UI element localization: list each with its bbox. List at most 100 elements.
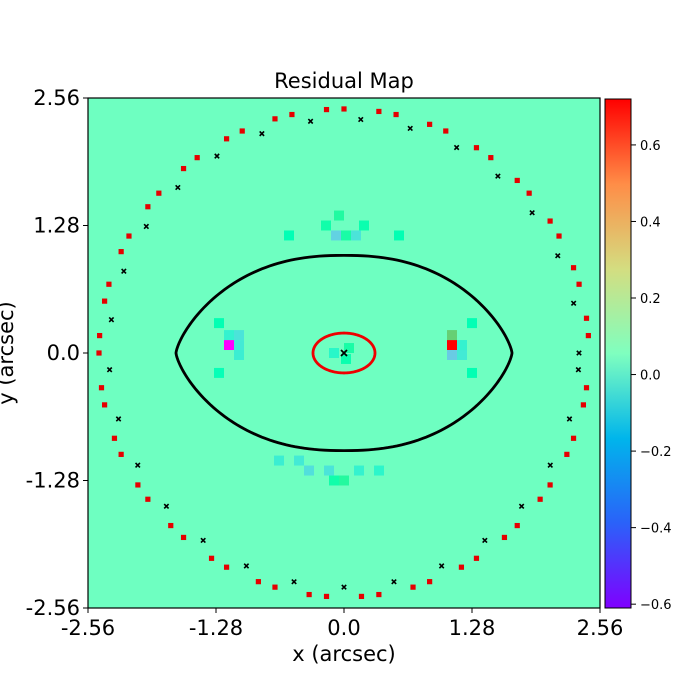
mask-edge-pixel bbox=[98, 385, 105, 391]
mask-edge-pixel bbox=[272, 584, 278, 590]
mask-edge-pixel bbox=[145, 204, 151, 210]
mask-edge-pixel bbox=[514, 177, 520, 184]
mask-edge-pixel bbox=[96, 350, 102, 356]
residual-pixel bbox=[234, 330, 244, 341]
residual-pixel bbox=[234, 350, 244, 360]
chart-title: Residual Map bbox=[274, 69, 414, 93]
residual-pixel bbox=[331, 230, 341, 241]
residual-pixel bbox=[447, 340, 457, 351]
colorbar-tick-label: 0.4 bbox=[640, 215, 661, 230]
residual-pixel bbox=[351, 230, 361, 241]
x-tick-label: 2.56 bbox=[577, 616, 624, 640]
mask-edge-marker bbox=[108, 316, 115, 323]
colorbar: 0.6 0.4 0.2 0.0 −0.2 −0.4 −0.6 bbox=[604, 98, 672, 613]
mask-edge-pixel bbox=[547, 218, 553, 224]
mask-edge-pixel bbox=[583, 385, 590, 391]
colorbar-tick-label: −0.2 bbox=[640, 445, 672, 460]
mask-edge-marker bbox=[259, 130, 265, 137]
residual-pixel bbox=[294, 455, 304, 466]
mask-edge-pixel bbox=[101, 402, 108, 408]
mask-edge-pixel bbox=[135, 482, 141, 488]
mask-edge-pixel bbox=[341, 106, 347, 112]
mask-edge-marker bbox=[200, 537, 206, 544]
x-axis-ticks: -2.56 -1.28 0.0 1.28 2.56 bbox=[61, 608, 624, 640]
residual-pixel bbox=[329, 348, 339, 358]
colorbar-tick-label: 0.0 bbox=[640, 369, 661, 384]
y-axis-ticks: -2.56 -1.28 0.0 1.28 2.56 bbox=[26, 86, 88, 620]
colorbar-gradient bbox=[605, 99, 631, 608]
residual-pixel bbox=[394, 230, 404, 241]
critical-curve-inner bbox=[311, 331, 377, 375]
x-tick-label: -1.28 bbox=[189, 616, 243, 640]
center-marker-layer bbox=[340, 349, 348, 357]
mask-edge-pixel bbox=[97, 332, 103, 339]
residual-pixel bbox=[274, 455, 284, 466]
mask-edge-marker bbox=[575, 366, 582, 373]
mask-edge-pixel bbox=[585, 332, 591, 339]
residual-pixel bbox=[354, 465, 364, 476]
y-tick-label: 0.0 bbox=[47, 341, 80, 365]
residual-pixel bbox=[467, 367, 477, 378]
mask-edge-pixel bbox=[156, 190, 162, 196]
mask-edge-pixel bbox=[564, 451, 570, 457]
mask-edge-pixel bbox=[580, 402, 587, 408]
residual-pixel bbox=[234, 340, 244, 351]
residual-pixel bbox=[224, 340, 234, 351]
residual-pixel bbox=[324, 465, 334, 476]
mask-edge-marker bbox=[214, 153, 220, 159]
mask-edge-marker bbox=[554, 252, 561, 259]
residual-pixels-layer bbox=[214, 210, 477, 486]
mask-edge-marker bbox=[570, 300, 577, 307]
x-tick-label: -2.56 bbox=[61, 616, 115, 640]
y-tick-label: -2.56 bbox=[26, 596, 80, 620]
y-tick-label: 1.28 bbox=[33, 214, 80, 238]
mask-edge-marker bbox=[529, 209, 535, 216]
mask-edge-marker bbox=[518, 503, 525, 510]
mask-edge-marker bbox=[482, 537, 488, 544]
mask-edge-pixel bbox=[145, 496, 151, 502]
residual-pixel bbox=[341, 353, 351, 364]
mask-edge-pixel bbox=[514, 522, 520, 529]
residual-pixel bbox=[321, 220, 331, 231]
residual-pixel bbox=[329, 475, 339, 486]
colorbar-frame bbox=[604, 98, 632, 609]
mask-edge-pixel bbox=[194, 155, 200, 161]
x-axis-label: x (arcsec) bbox=[292, 642, 395, 666]
residual-pixel bbox=[457, 350, 467, 360]
mask-edge-pixel bbox=[358, 593, 365, 600]
mask-edge-marker bbox=[307, 118, 314, 125]
mask-edge-pixel bbox=[106, 281, 112, 287]
mask-edge-pixel bbox=[180, 165, 187, 172]
mask-edge-pixel bbox=[289, 111, 295, 118]
mask-edge-pixel bbox=[323, 593, 330, 600]
mask-edge-pixel bbox=[427, 121, 433, 127]
residual-pixel bbox=[334, 210, 344, 221]
mask-edge-pixel bbox=[168, 522, 174, 529]
mask-edge-marker bbox=[566, 416, 573, 422]
mask-edge-marker bbox=[121, 268, 127, 274]
mask-edge-marker bbox=[453, 144, 460, 151]
mask-edge-pixel bbox=[526, 190, 532, 196]
mask-edge-marker bbox=[547, 462, 554, 468]
mask-edge-pixel bbox=[118, 451, 124, 457]
mask-edge-marker bbox=[407, 125, 413, 132]
residual-pixel bbox=[341, 230, 351, 241]
mask-edge-pixel bbox=[323, 106, 330, 113]
mask-edge-pixel bbox=[458, 564, 465, 570]
mask-edge-pixel bbox=[547, 482, 553, 488]
mask-edge-pixel bbox=[223, 136, 230, 142]
mask-edge-pixel bbox=[410, 584, 416, 590]
critical-curves-layer bbox=[174, 253, 514, 453]
mask-edge-pixel bbox=[537, 496, 543, 502]
mask-edge-marker bbox=[341, 584, 347, 590]
mask-edge-pixel bbox=[255, 579, 261, 585]
mask-edge-marker bbox=[134, 462, 141, 468]
residual-pixel bbox=[304, 465, 314, 476]
y-tick-label: -1.28 bbox=[26, 469, 80, 493]
mask-edge-pixel bbox=[570, 435, 577, 441]
residual-pixel bbox=[224, 330, 234, 341]
residual-pixel bbox=[447, 350, 457, 360]
colorbar-tick-label: 0.6 bbox=[640, 139, 661, 154]
mask-edge-marker bbox=[175, 184, 181, 191]
